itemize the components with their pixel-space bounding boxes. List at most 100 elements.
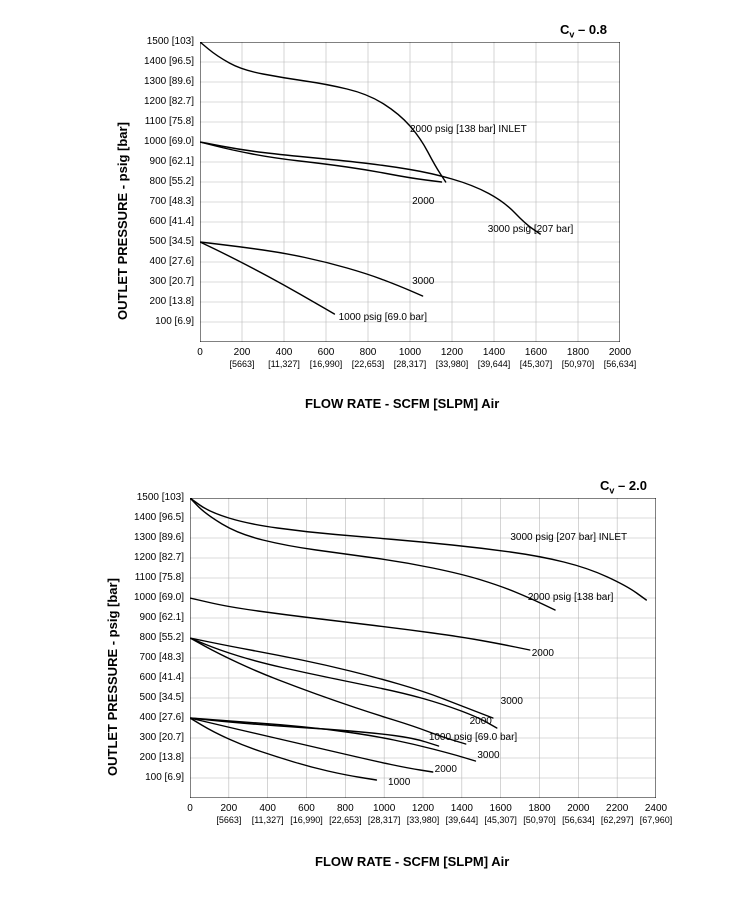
xtick-sub: [39,644]	[472, 360, 516, 369]
page: Cv – 0.8 OUTLET PRESSURE - psig [bar] FL…	[0, 0, 746, 902]
xtick: 1600	[481, 804, 521, 814]
xtick: 1400	[474, 348, 514, 358]
ytick: 300 [20.7]	[118, 733, 184, 743]
xtick: 1200	[432, 348, 472, 358]
ytick: 200 [13.8]	[128, 297, 194, 307]
curve-label: 3000 psig [207 bar] INLET	[510, 533, 627, 543]
curve	[190, 718, 433, 772]
ytick: 700 [48.3]	[128, 197, 194, 207]
xtick-sub: [62,297]	[595, 816, 639, 825]
xtick-sub: [28,317]	[362, 816, 406, 825]
ytick: 1000 [69.0]	[128, 137, 194, 147]
ytick: 1300 [89.6]	[128, 77, 194, 87]
curve	[190, 638, 497, 728]
xtick: 1600	[516, 348, 556, 358]
xtick-sub: [39,644]	[440, 816, 484, 825]
chart1-xlabel: FLOW RATE - SCFM [SLPM] Air	[305, 396, 499, 411]
curve-label: 1000	[388, 778, 410, 788]
ytick: 800 [55.2]	[128, 177, 194, 187]
ytick: 1100 [75.8]	[118, 573, 184, 583]
ytick: 900 [62.1]	[118, 613, 184, 623]
ytick: 500 [34.5]	[128, 237, 194, 247]
xtick: 2200	[597, 804, 637, 814]
xtick-sub: [67,960]	[634, 816, 678, 825]
curve-label: 3000	[477, 751, 499, 761]
ytick: 800 [55.2]	[118, 633, 184, 643]
chart2-cv-label: Cv – 2.0	[600, 478, 647, 496]
curve-label: 3000	[412, 277, 434, 287]
xtick: 2000	[600, 348, 640, 358]
xtick-sub: [16,990]	[285, 816, 329, 825]
ytick: 400 [27.6]	[128, 257, 194, 267]
ytick: 1300 [89.6]	[118, 533, 184, 543]
ytick: 1500 [103]	[128, 37, 194, 47]
ytick: 500 [34.5]	[118, 693, 184, 703]
xtick-sub: [56,634]	[598, 360, 642, 369]
xtick-sub: [16,990]	[304, 360, 348, 369]
xtick-sub: [11,327]	[262, 360, 306, 369]
curve	[190, 498, 646, 600]
xtick: 1400	[442, 804, 482, 814]
xtick: 800	[348, 348, 388, 358]
ytick: 100 [6.9]	[128, 317, 194, 327]
chart2-xlabel: FLOW RATE - SCFM [SLPM] Air	[315, 854, 509, 869]
curve	[190, 598, 530, 650]
ytick: 1200 [82.7]	[118, 553, 184, 563]
curve	[200, 242, 334, 314]
ytick: 200 [13.8]	[118, 753, 184, 763]
curve-label: 2000 psig [138 bar] INLET	[410, 125, 527, 135]
xtick: 200	[222, 348, 262, 358]
curve-label: 3000	[501, 697, 523, 707]
xtick-sub: [45,307]	[514, 360, 558, 369]
curve-label: 2000	[470, 717, 492, 727]
xtick: 400	[248, 804, 288, 814]
xtick: 1800	[558, 348, 598, 358]
ytick: 1400 [96.5]	[118, 513, 184, 523]
xtick-sub: [50,970]	[556, 360, 600, 369]
ytick: 100 [6.9]	[118, 773, 184, 783]
ytick: 1500 [103]	[118, 493, 184, 503]
curve-label: 1000 psig [69.0 bar]	[429, 733, 517, 743]
ytick: 600 [41.4]	[128, 217, 194, 227]
curve	[200, 42, 446, 182]
xtick: 1200	[403, 804, 443, 814]
curve-label: 2000	[435, 765, 457, 775]
ytick: 1400 [96.5]	[128, 57, 194, 67]
curve-label: 1000 psig [69.0 bar]	[339, 313, 427, 323]
xtick-sub: [22,653]	[346, 360, 390, 369]
xtick: 200	[209, 804, 249, 814]
xtick-sub: [22,653]	[323, 816, 367, 825]
xtick: 400	[264, 348, 304, 358]
curve	[190, 498, 555, 610]
curve	[190, 718, 376, 780]
xtick: 800	[325, 804, 365, 814]
curve-label: 2000	[412, 197, 434, 207]
curve	[200, 142, 540, 234]
xtick: 2000	[558, 804, 598, 814]
chart1-cv-label: Cv – 0.8	[560, 22, 607, 40]
xtick-sub: [28,317]	[388, 360, 432, 369]
chart2-plot	[190, 498, 656, 798]
ytick: 1100 [75.8]	[128, 117, 194, 127]
ytick: 400 [27.6]	[118, 713, 184, 723]
xtick-sub: [50,970]	[518, 816, 562, 825]
xtick: 0	[180, 348, 220, 358]
chart1-plot	[200, 42, 620, 342]
xtick: 600	[287, 804, 327, 814]
curve-label: 3000 psig [207 bar]	[488, 225, 574, 235]
ytick: 700 [48.3]	[118, 653, 184, 663]
curve-label: 2000	[532, 649, 554, 659]
xtick: 0	[170, 804, 210, 814]
xtick-sub: [5663]	[220, 360, 264, 369]
xtick: 1000	[364, 804, 404, 814]
ytick: 600 [41.4]	[118, 673, 184, 683]
xtick-sub: [5663]	[207, 816, 251, 825]
xtick: 1800	[520, 804, 560, 814]
xtick-sub: [11,327]	[246, 816, 290, 825]
xtick-sub: [56,634]	[556, 816, 600, 825]
xtick: 1000	[390, 348, 430, 358]
ytick: 1200 [82.7]	[128, 97, 194, 107]
ytick: 300 [20.7]	[128, 277, 194, 287]
curve-label: 2000 psig [138 bar]	[528, 593, 614, 603]
ytick: 1000 [69.0]	[118, 593, 184, 603]
